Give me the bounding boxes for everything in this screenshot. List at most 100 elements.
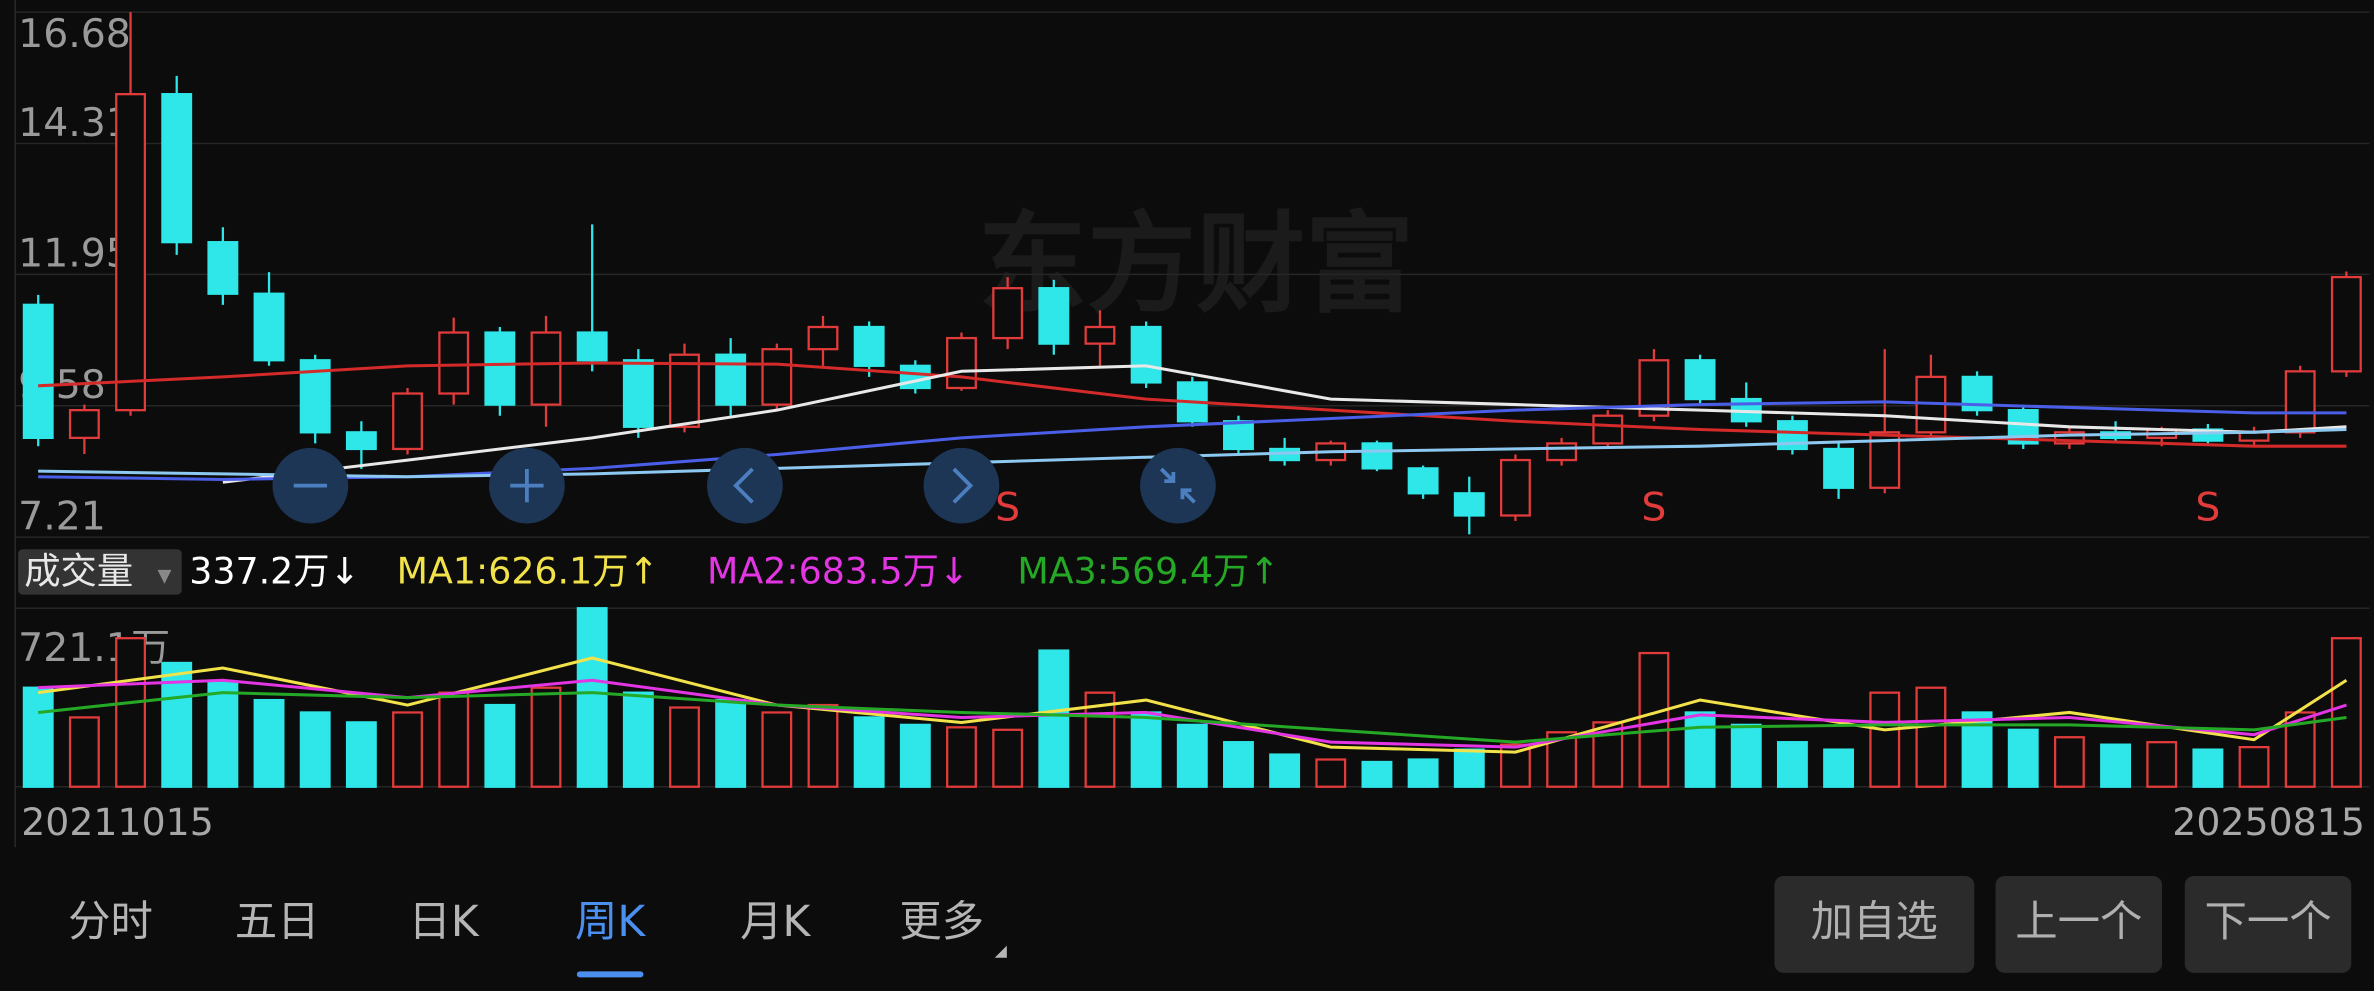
candle-body [576,331,608,362]
tab[interactable]: 更多 [899,897,984,946]
button-bg [2184,876,2352,973]
volume-bar [2053,736,2085,788]
button-label: 加自选 [1811,897,1938,946]
y-tick-label: 721.1万 [18,625,170,671]
volume-selector[interactable] [18,549,182,595]
tab[interactable]: 分时 [68,897,153,946]
volume-bar [2330,637,2362,788]
candle-body [669,353,700,428]
more-indicator [994,945,1007,958]
volume-bar [530,686,562,788]
signal-marker: S [995,484,1020,530]
button-bar: 加自选 上一个 下一个 [1774,876,2352,973]
candle-body [946,336,977,390]
candle-body [438,331,470,395]
candle-body [253,292,285,362]
button[interactable]: 上一个 [1995,876,2163,973]
candle-body [392,392,423,451]
volume-bar [1730,723,1762,788]
zoom-in-button[interactable] [489,447,565,524]
volume-bar [622,691,654,788]
volume-bar [299,711,331,788]
volume-bar [1038,649,1070,788]
candle-body [2330,275,2362,373]
prev-button[interactable] [707,447,783,524]
ma-line [38,361,2347,448]
signal-marker: S [2195,484,2220,530]
volume-bar [1084,691,1116,788]
candle-body [807,325,839,351]
volume-bar [992,728,1024,788]
volume-bar [207,681,239,788]
tab[interactable]: 五日 [235,897,320,946]
volume-bar [2007,728,2039,788]
candle-body [1130,325,1162,384]
volume-bar [1130,711,1162,788]
candle-body [761,348,793,406]
volume-bar [115,637,146,788]
next-button[interactable] [923,447,1000,524]
volume-bar [576,607,608,788]
volume-bar [345,721,377,788]
tab[interactable]: 日K [409,897,480,946]
volume-bar [1869,691,1901,788]
x-date-label: 20211015 [21,800,214,844]
volume-title: 成交量 [24,549,133,592]
volume-bar [669,706,700,788]
volume-bar [1269,753,1301,788]
button-label: 上一个 [2015,897,2142,946]
volume-bar [1684,711,1716,788]
candle-body [115,93,146,412]
candle-body [484,331,516,406]
candle-body [1592,414,1624,445]
volume-bar [1915,686,1947,788]
volume-bar [68,716,100,788]
volume-bar [715,698,747,788]
candle-body [1223,420,1254,451]
volume-bar [1315,758,1347,788]
y-tick-label: 7.21 [18,493,106,539]
nav-buttons [272,447,1216,524]
zoom-out-button[interactable] [272,447,349,524]
candle-body [1084,325,1116,345]
candle-body [853,325,885,367]
volume-current: 337.2万↓ [189,549,360,592]
legend-entry: MA1:626.1万↑ [397,549,659,592]
ma-line [38,678,2347,749]
candle-body [1038,287,1070,345]
button[interactable]: 加自选 [1774,876,1975,973]
candle-body [1684,359,1716,401]
volume-bar [438,691,470,788]
legend-entry: MA2:683.5万↓ [707,549,969,592]
candle-body [345,431,377,451]
volume-bar [807,703,839,788]
y-tick-label: 11.95 [18,231,131,277]
volume-bar [1407,758,1439,788]
tab[interactable]: 周K [575,897,646,946]
candle-body [2053,431,2085,445]
collapse-button[interactable] [1140,447,1216,524]
candle-body [622,359,654,428]
candle-body [68,409,100,440]
volume-bar [1823,748,1855,788]
volume-bar [761,711,793,788]
button-label: 下一个 [2204,897,2331,946]
volume-bar [253,698,285,788]
button[interactable]: 下一个 [2184,876,2352,973]
volume-bar [1453,748,1485,788]
candle-body [715,353,747,406]
volume-bar [1223,741,1254,788]
candle-body [1453,492,1485,517]
tab[interactable]: 月K [740,897,811,946]
candle-body [161,93,193,244]
volume-bar [1776,741,1808,788]
volume-bar [1176,723,1208,788]
candle-body [1823,447,1855,489]
volume-bar [2192,748,2224,788]
signal-marker: S [1641,484,1666,530]
x-date-label: 20250815 [2172,800,2365,844]
volume-bar [899,723,931,788]
candle-body [1361,442,1393,470]
candle-body [1407,467,1439,495]
